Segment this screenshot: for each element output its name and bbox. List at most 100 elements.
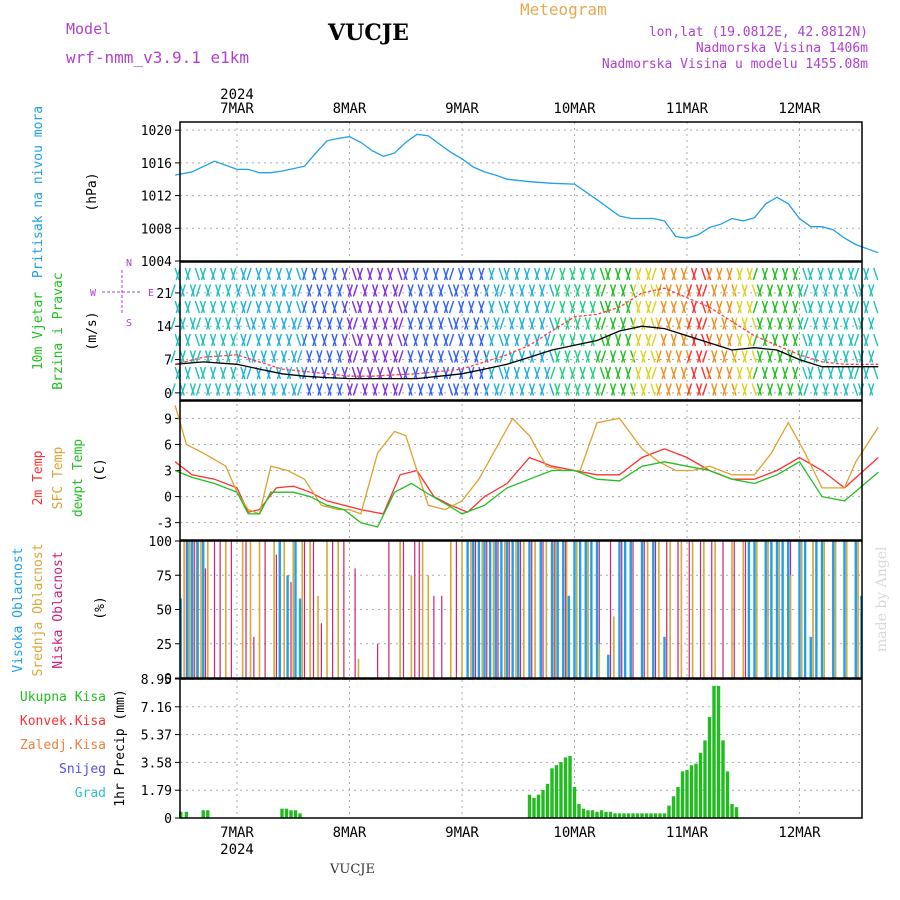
wind-barb xyxy=(636,300,642,314)
wind-barb xyxy=(204,383,211,396)
wind-barb xyxy=(781,366,788,380)
cloud-bar-mid xyxy=(515,541,517,678)
precip-bar xyxy=(653,813,658,818)
wind-barb xyxy=(665,284,671,297)
wind-barb xyxy=(702,284,708,297)
wind-barb xyxy=(504,333,510,347)
cloud-bar-low xyxy=(497,541,499,678)
wind-barb xyxy=(862,366,869,380)
cloud-bar-high xyxy=(528,541,531,678)
precip-bar xyxy=(586,810,590,818)
wind-barb xyxy=(469,300,475,314)
wind-barb xyxy=(529,284,536,297)
wind-barb xyxy=(447,350,454,363)
wind-barb xyxy=(651,333,657,347)
wind-barb xyxy=(631,383,637,396)
wind-barb xyxy=(437,350,444,363)
wind-barb xyxy=(575,284,581,297)
wind-barb xyxy=(336,350,342,363)
precip-bar xyxy=(550,768,554,818)
cloud-bar-mid xyxy=(399,541,401,678)
wind-barb xyxy=(275,267,282,281)
cloud-bar-mid xyxy=(492,541,495,678)
wind-barb xyxy=(852,350,859,363)
cloud-bar-mid xyxy=(845,541,848,678)
wind-barb xyxy=(853,267,860,281)
wind-barb xyxy=(550,333,556,347)
wind-barb xyxy=(803,383,809,396)
wind-barb xyxy=(533,366,540,380)
wind-barb xyxy=(382,284,388,297)
wind-barb xyxy=(589,267,595,281)
wind-barb xyxy=(271,284,278,297)
wind-barb xyxy=(848,300,855,314)
wind-barb xyxy=(271,350,278,363)
wind-barb xyxy=(838,333,845,347)
cloud-bar-low xyxy=(253,636,255,678)
wind-barb xyxy=(781,300,788,314)
precip-bar xyxy=(725,771,730,818)
wind-barb xyxy=(478,333,484,347)
wind-barb xyxy=(214,383,221,396)
wind-barb xyxy=(538,317,545,330)
wind-barb xyxy=(513,333,519,347)
cloud-bar-high xyxy=(500,541,503,678)
wind-barb xyxy=(761,333,768,347)
wind-barb xyxy=(398,284,404,297)
wind-barb xyxy=(848,366,855,380)
wind-barb xyxy=(793,267,799,281)
wind-barb xyxy=(226,284,232,297)
cloud-bar-high xyxy=(629,541,632,678)
wind-barb xyxy=(523,366,530,380)
wind-barb xyxy=(514,300,521,314)
wind-barb xyxy=(397,267,403,281)
wind-barb xyxy=(680,366,687,380)
wind-barb xyxy=(686,383,693,396)
cloud-bar-low xyxy=(312,541,315,678)
precip-bar xyxy=(640,813,644,818)
wind-barb xyxy=(479,300,485,314)
wind-barb xyxy=(209,333,216,347)
wind-barb xyxy=(403,366,409,380)
wind-barb xyxy=(544,267,550,281)
cloud-bar-low xyxy=(377,643,379,678)
wind-barb xyxy=(260,317,266,330)
wind-barb xyxy=(722,284,728,297)
cloud-bar-mid xyxy=(421,541,424,678)
wind-barb xyxy=(402,333,408,347)
wind-barb xyxy=(727,366,733,380)
cloud-bar-low xyxy=(455,541,457,678)
wind-barb xyxy=(695,350,702,363)
ylabel-precip: 1hr Precip (mm) xyxy=(113,689,128,806)
wind-barb xyxy=(575,317,581,330)
wind-barb xyxy=(783,333,789,347)
wind-barb xyxy=(595,350,602,363)
wind-barb xyxy=(378,333,384,347)
series-line-wind-gust xyxy=(174,287,879,377)
wind-barb xyxy=(626,300,632,314)
wind-barb xyxy=(281,350,288,363)
wind-barb xyxy=(686,284,693,297)
wind-barb xyxy=(452,317,459,330)
wind-barb xyxy=(544,366,550,380)
wind-barb xyxy=(646,333,652,347)
wind-barb xyxy=(599,300,606,314)
wind-barb xyxy=(626,366,632,380)
wind-barb xyxy=(371,350,378,363)
wind-barb xyxy=(813,350,819,363)
cloud-bar-mid xyxy=(200,541,202,678)
wind-barb xyxy=(189,317,195,330)
cloud-bar-mid xyxy=(258,541,261,678)
wind-barb xyxy=(570,366,576,380)
wind-barb xyxy=(236,383,242,396)
wind-barb xyxy=(538,284,545,297)
wind-barb xyxy=(808,267,814,281)
series-line-temp-t2m xyxy=(174,448,879,515)
wind-barb xyxy=(574,317,580,330)
wind-barb xyxy=(356,267,363,281)
wind-barb xyxy=(297,383,303,396)
wind-barb xyxy=(808,333,814,347)
wind-barb xyxy=(291,284,298,297)
wind-barb xyxy=(438,350,445,363)
wind-barb xyxy=(761,267,768,281)
